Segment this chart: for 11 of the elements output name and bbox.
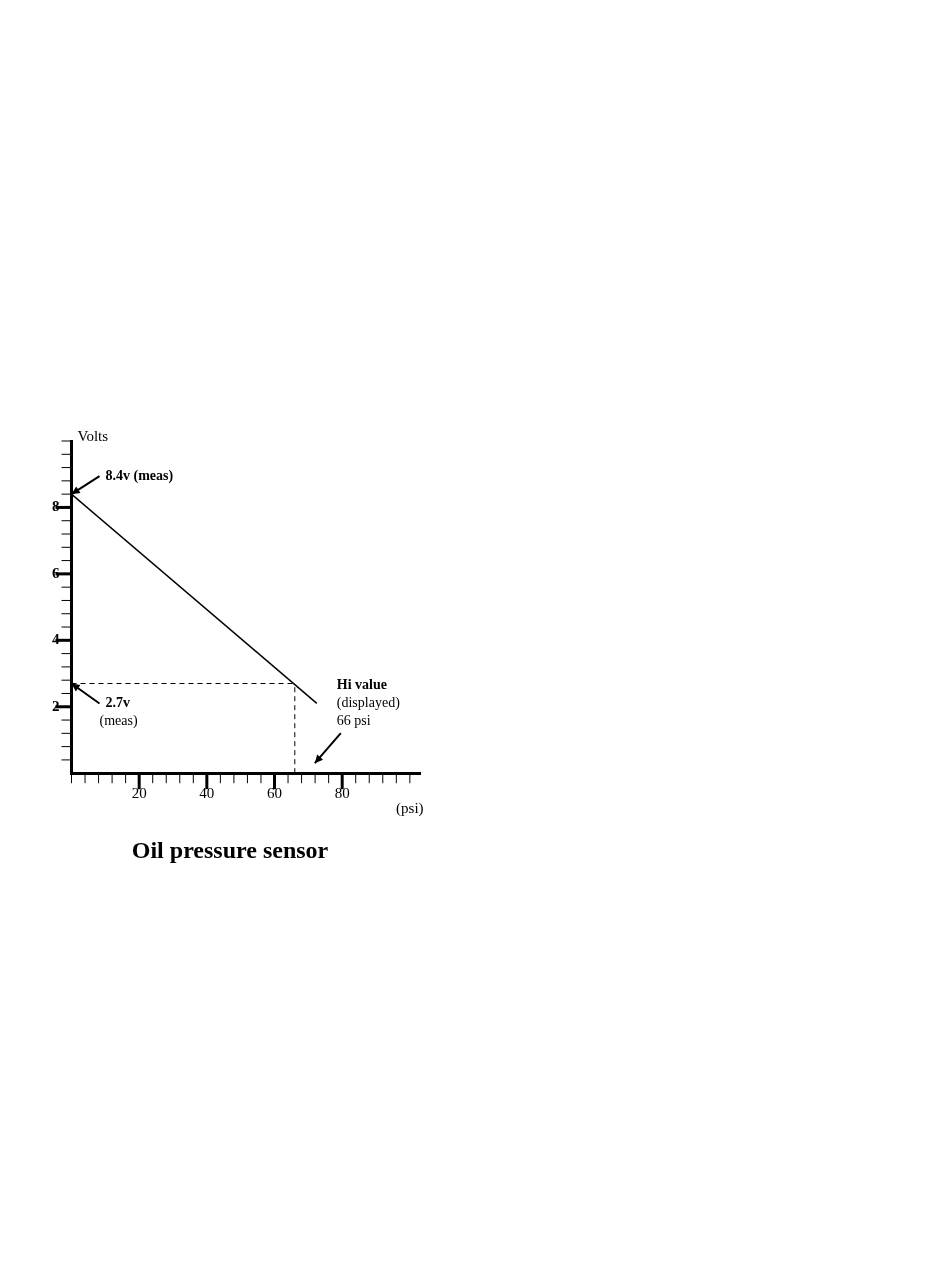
text: Oil pressure sensor	[131, 836, 329, 863]
x-tick-label: 60	[267, 785, 283, 802]
x-tick-label: 80	[334, 785, 350, 802]
annotation: Hi value (displayed) 66 psi	[336, 676, 401, 728]
x-tick-label: 20	[131, 785, 147, 802]
annotation: 2.7v (meas)	[99, 695, 138, 730]
y-axis-title: Volts	[77, 428, 109, 445]
annotation: 8.4v (meas)	[105, 467, 174, 484]
y-tick-label: 2	[52, 697, 60, 714]
x-axis-title: (psi)	[396, 799, 424, 817]
x-tick-label: 40	[199, 785, 215, 802]
